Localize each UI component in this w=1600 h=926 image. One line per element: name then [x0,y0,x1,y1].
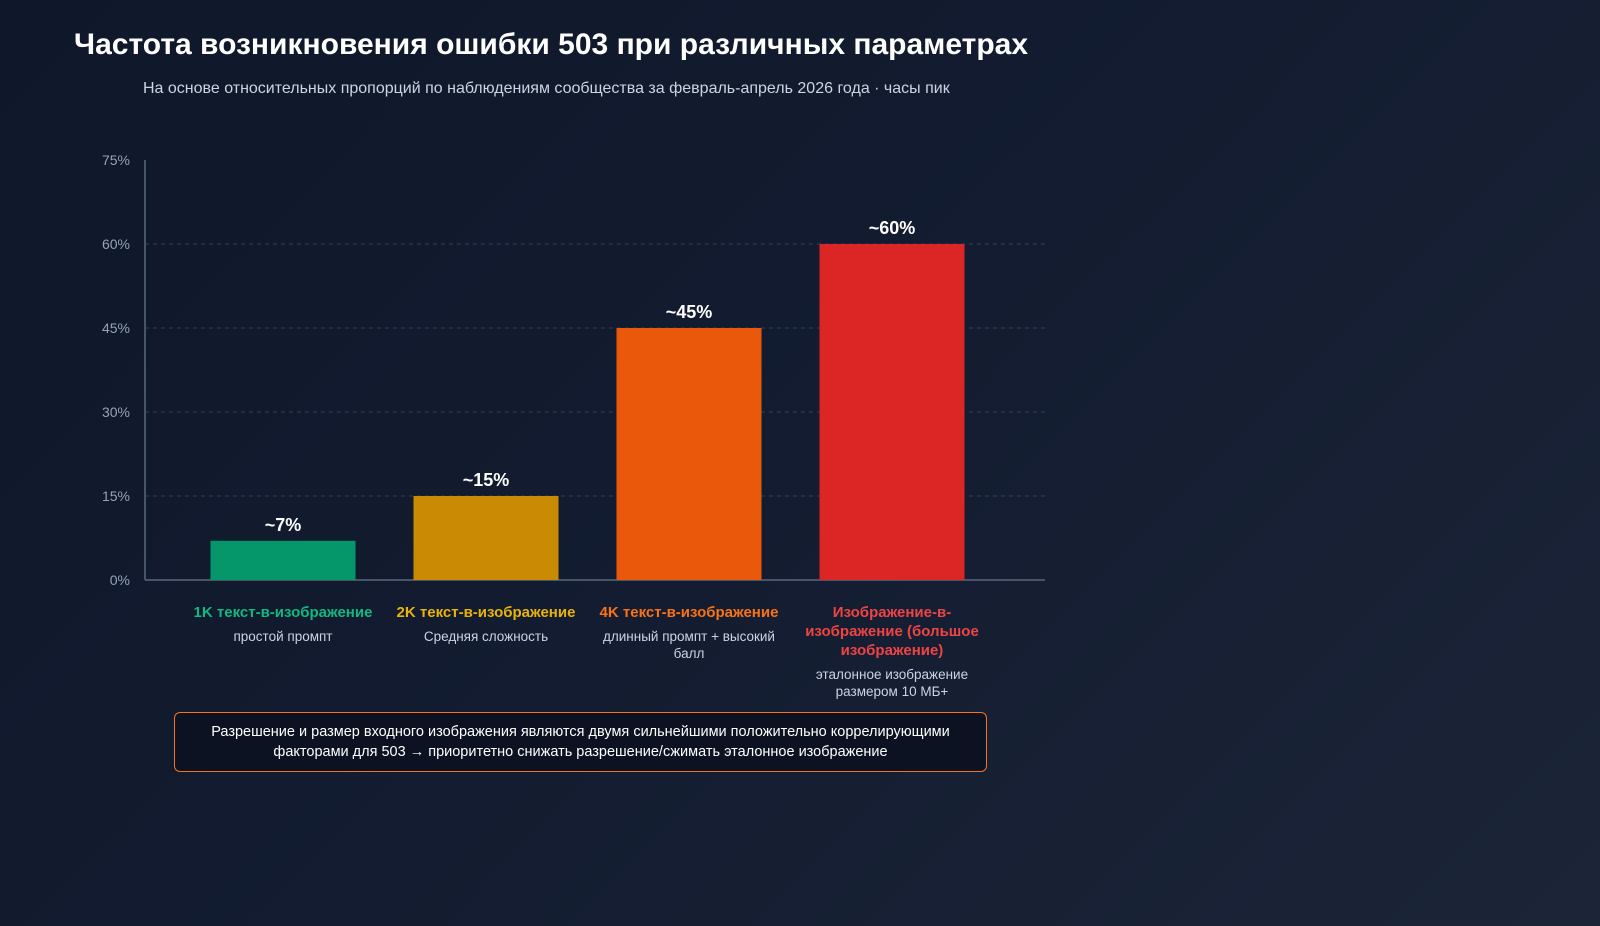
bar [819,244,965,580]
data-label: ~45% [666,302,713,322]
data-label: ~60% [869,218,916,238]
data-label: ~15% [463,470,510,490]
y-tick-label: 30% [102,404,130,420]
category-1: 1K текст-в-изображение простой промпт [185,603,381,645]
x-tick-label: 4K текст-в-изображение [599,604,779,621]
chart-subtitle: На основе относительных пропорций по наб… [143,80,950,97]
x-tick-label: 2K текст-в-изображение [396,604,576,621]
y-tick-label: 15% [102,488,130,504]
category-2: 2K текст-в-изображение Средняя сложность [388,603,584,645]
callout-box: Разрешение и размер входного изображения… [174,712,987,772]
bar [413,496,559,580]
x-tick-sublabel: эталонное изображение размером 10 МБ+ [815,667,969,699]
y-tick-label: 0% [110,572,130,588]
category-3: 4K текст-в-изображение длинный промпт + … [591,603,787,662]
bar [616,328,762,580]
y-tick-label: 75% [102,152,130,168]
x-tick-label: Изображение-в-изображение (большое изобр… [805,604,979,659]
data-label: ~7% [265,515,302,535]
x-tick-sublabel: Средняя сложность [423,629,549,644]
y-tick-label: 45% [102,320,130,336]
x-tick-sublabel: длинный промпт + высокий балл [603,629,775,661]
x-tick-sublabel: простой промпт [233,629,333,644]
y-tick-label: 60% [102,236,130,252]
category-4: Изображение-в-изображение (большое изобр… [794,603,990,700]
chart-title: Частота возникновения ошибки 503 при раз… [74,28,1029,61]
x-tick-label: 1K текст-в-изображение [193,604,373,621]
bar [210,540,356,580]
